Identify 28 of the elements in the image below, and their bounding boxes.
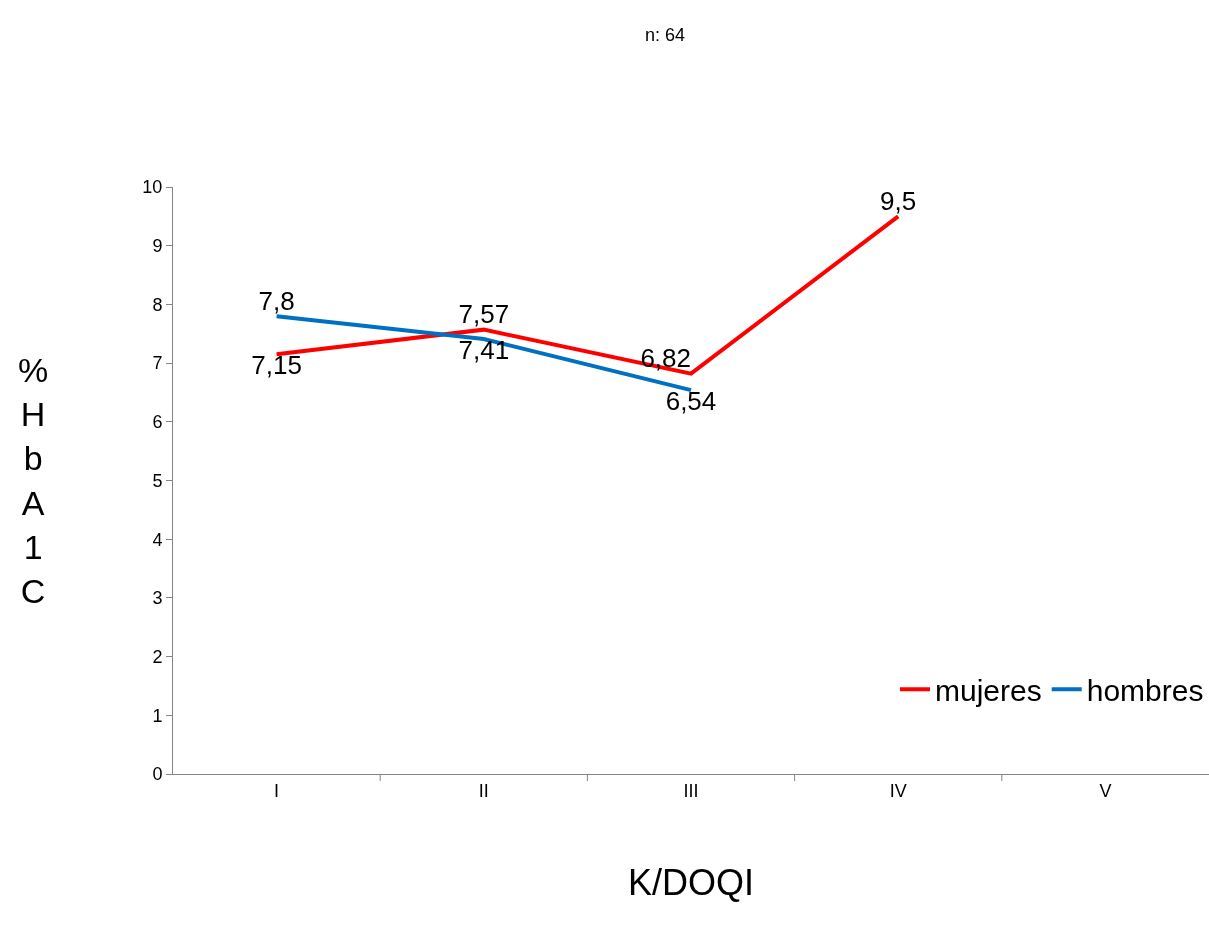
y-tick-label: 10 [142,177,163,198]
y-tick-label: 0 [152,764,163,785]
data-label: 6,54 [665,385,717,416]
y-axis-title: %HbA1C [18,351,49,610]
x-tick-label: I [274,780,280,801]
x-tick-label: IV [889,780,907,801]
legend-label: hombres [1086,674,1204,707]
y-tick-label: 5 [152,470,163,491]
y-tick-label: 1 [152,705,163,726]
data-label: 7,8 [258,285,295,316]
x-axis-title: K/DOQI [627,862,755,904]
x-tick-label: V [1099,780,1112,801]
x-tick-label: III [683,780,699,801]
data-label: 7,57 [458,299,510,330]
data-label: 9,5 [880,185,917,216]
y-tick-label: 4 [152,529,163,550]
x-tick-label: II [478,780,489,801]
y-tick-label: 6 [152,412,163,433]
y-tick-label: 3 [152,588,163,609]
y-tick-label: 2 [152,646,163,667]
data-label: 7,15 [251,349,302,380]
data-label: 6,82 [640,343,691,374]
y-tick-label: 8 [152,294,163,315]
legend-label: mujeres [935,674,1042,707]
data-label: 7,41 [458,334,510,365]
y-tick-label: 7 [152,353,163,374]
chart-title: n: 64 [644,24,685,45]
y-tick-label: 9 [152,236,163,256]
